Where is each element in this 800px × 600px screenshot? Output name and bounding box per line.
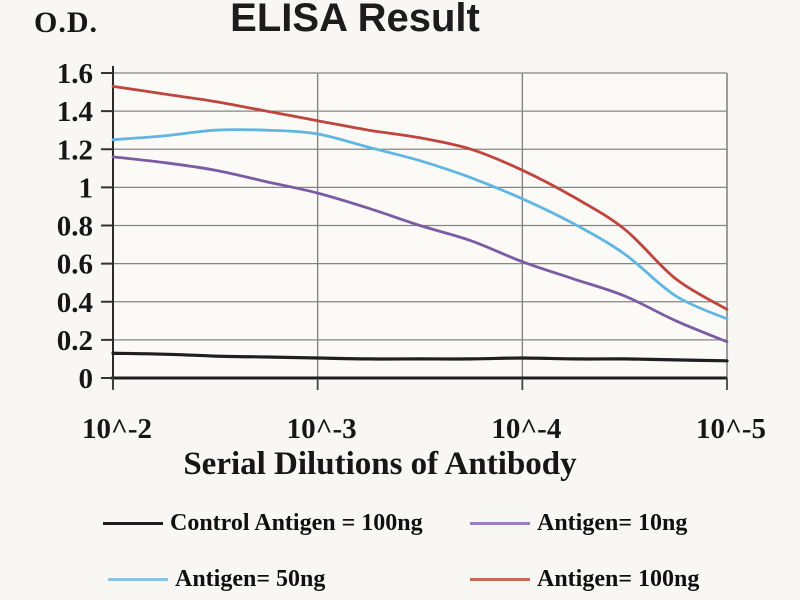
x-axis-title: Serial Dilutions of Antibody [183, 446, 577, 482]
legend-item-antigen-100ng: Antigen= 100ng [470, 566, 699, 593]
chart-title: ELISA Result [230, 0, 480, 40]
legend-line-blue [108, 578, 168, 581]
legend-item-control-antigen: Control Antigen = 100ng [103, 510, 423, 537]
y-tick-label: 1 [79, 172, 94, 204]
y-tick-label: 1.6 [57, 58, 93, 90]
legend-line-purple [470, 522, 530, 525]
x-tick-label: 10^-2 [82, 413, 152, 445]
y-tick-label: 0 [79, 363, 94, 395]
y-tick-label: 1.2 [57, 134, 93, 166]
series-line-antigen-100ng [111, 84, 729, 311]
series-line-antigen-10ng [111, 155, 729, 344]
legend-item-antigen-10ng: Antigen= 10ng [470, 510, 687, 537]
legend-line-red [470, 578, 530, 581]
legend-item-antigen-50ng: Antigen= 50ng [108, 566, 325, 593]
y-tick-label: 0.8 [57, 211, 93, 243]
legend-label: Antigen= 10ng [537, 510, 688, 536]
x-tick-label: 10^-5 [696, 413, 766, 445]
series-line-antigen-50ng [111, 128, 729, 321]
y-tick-label: 0.4 [57, 287, 93, 319]
x-tick-label: 10^-3 [287, 413, 357, 445]
series-line-control-antigen-100ng [111, 351, 729, 363]
y-tick-label: 0.6 [57, 249, 93, 281]
x-tick-label: 10^-4 [491, 413, 561, 445]
legend-label: Antigen= 50ng [175, 566, 326, 592]
legend-line-black [103, 522, 163, 525]
y-tick-label: 0.2 [57, 325, 93, 357]
y-tick-label: 1.4 [57, 96, 93, 128]
y-axis-title: O.D. [34, 6, 98, 39]
legend-label: Antigen= 100ng [537, 566, 700, 592]
legend-label: Control Antigen = 100ng [170, 510, 423, 536]
